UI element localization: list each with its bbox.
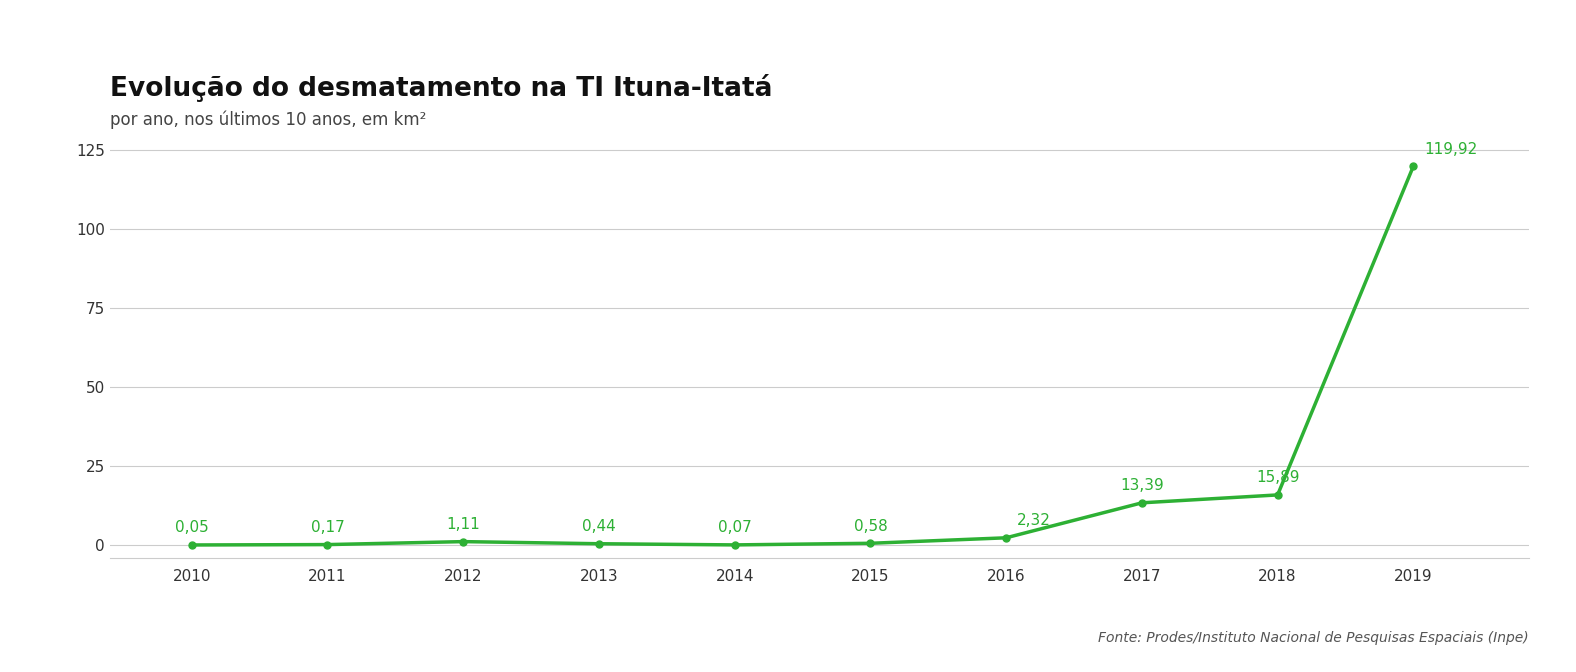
Text: 0,58: 0,58 bbox=[854, 519, 887, 534]
Text: 2,32: 2,32 bbox=[1017, 513, 1051, 528]
Text: 1,11: 1,11 bbox=[446, 517, 481, 532]
Text: 0,44: 0,44 bbox=[582, 519, 616, 534]
Text: 0,07: 0,07 bbox=[717, 520, 752, 536]
Text: 0,17: 0,17 bbox=[310, 520, 345, 535]
Text: Fonte: Prodes/Instituto Nacional de Pesquisas Espaciais (Inpe): Fonte: Prodes/Instituto Nacional de Pesq… bbox=[1098, 631, 1529, 645]
Text: por ano, nos últimos 10 anos, em km²: por ano, nos últimos 10 anos, em km² bbox=[110, 111, 427, 130]
Text: Evolução do desmatamento na TI Ituna-Itatá: Evolução do desmatamento na TI Ituna-Ita… bbox=[110, 73, 772, 101]
Text: 0,05: 0,05 bbox=[175, 521, 208, 536]
Text: 15,89: 15,89 bbox=[1256, 470, 1299, 485]
Text: 119,92: 119,92 bbox=[1425, 142, 1477, 157]
Text: 13,39: 13,39 bbox=[1121, 478, 1163, 493]
